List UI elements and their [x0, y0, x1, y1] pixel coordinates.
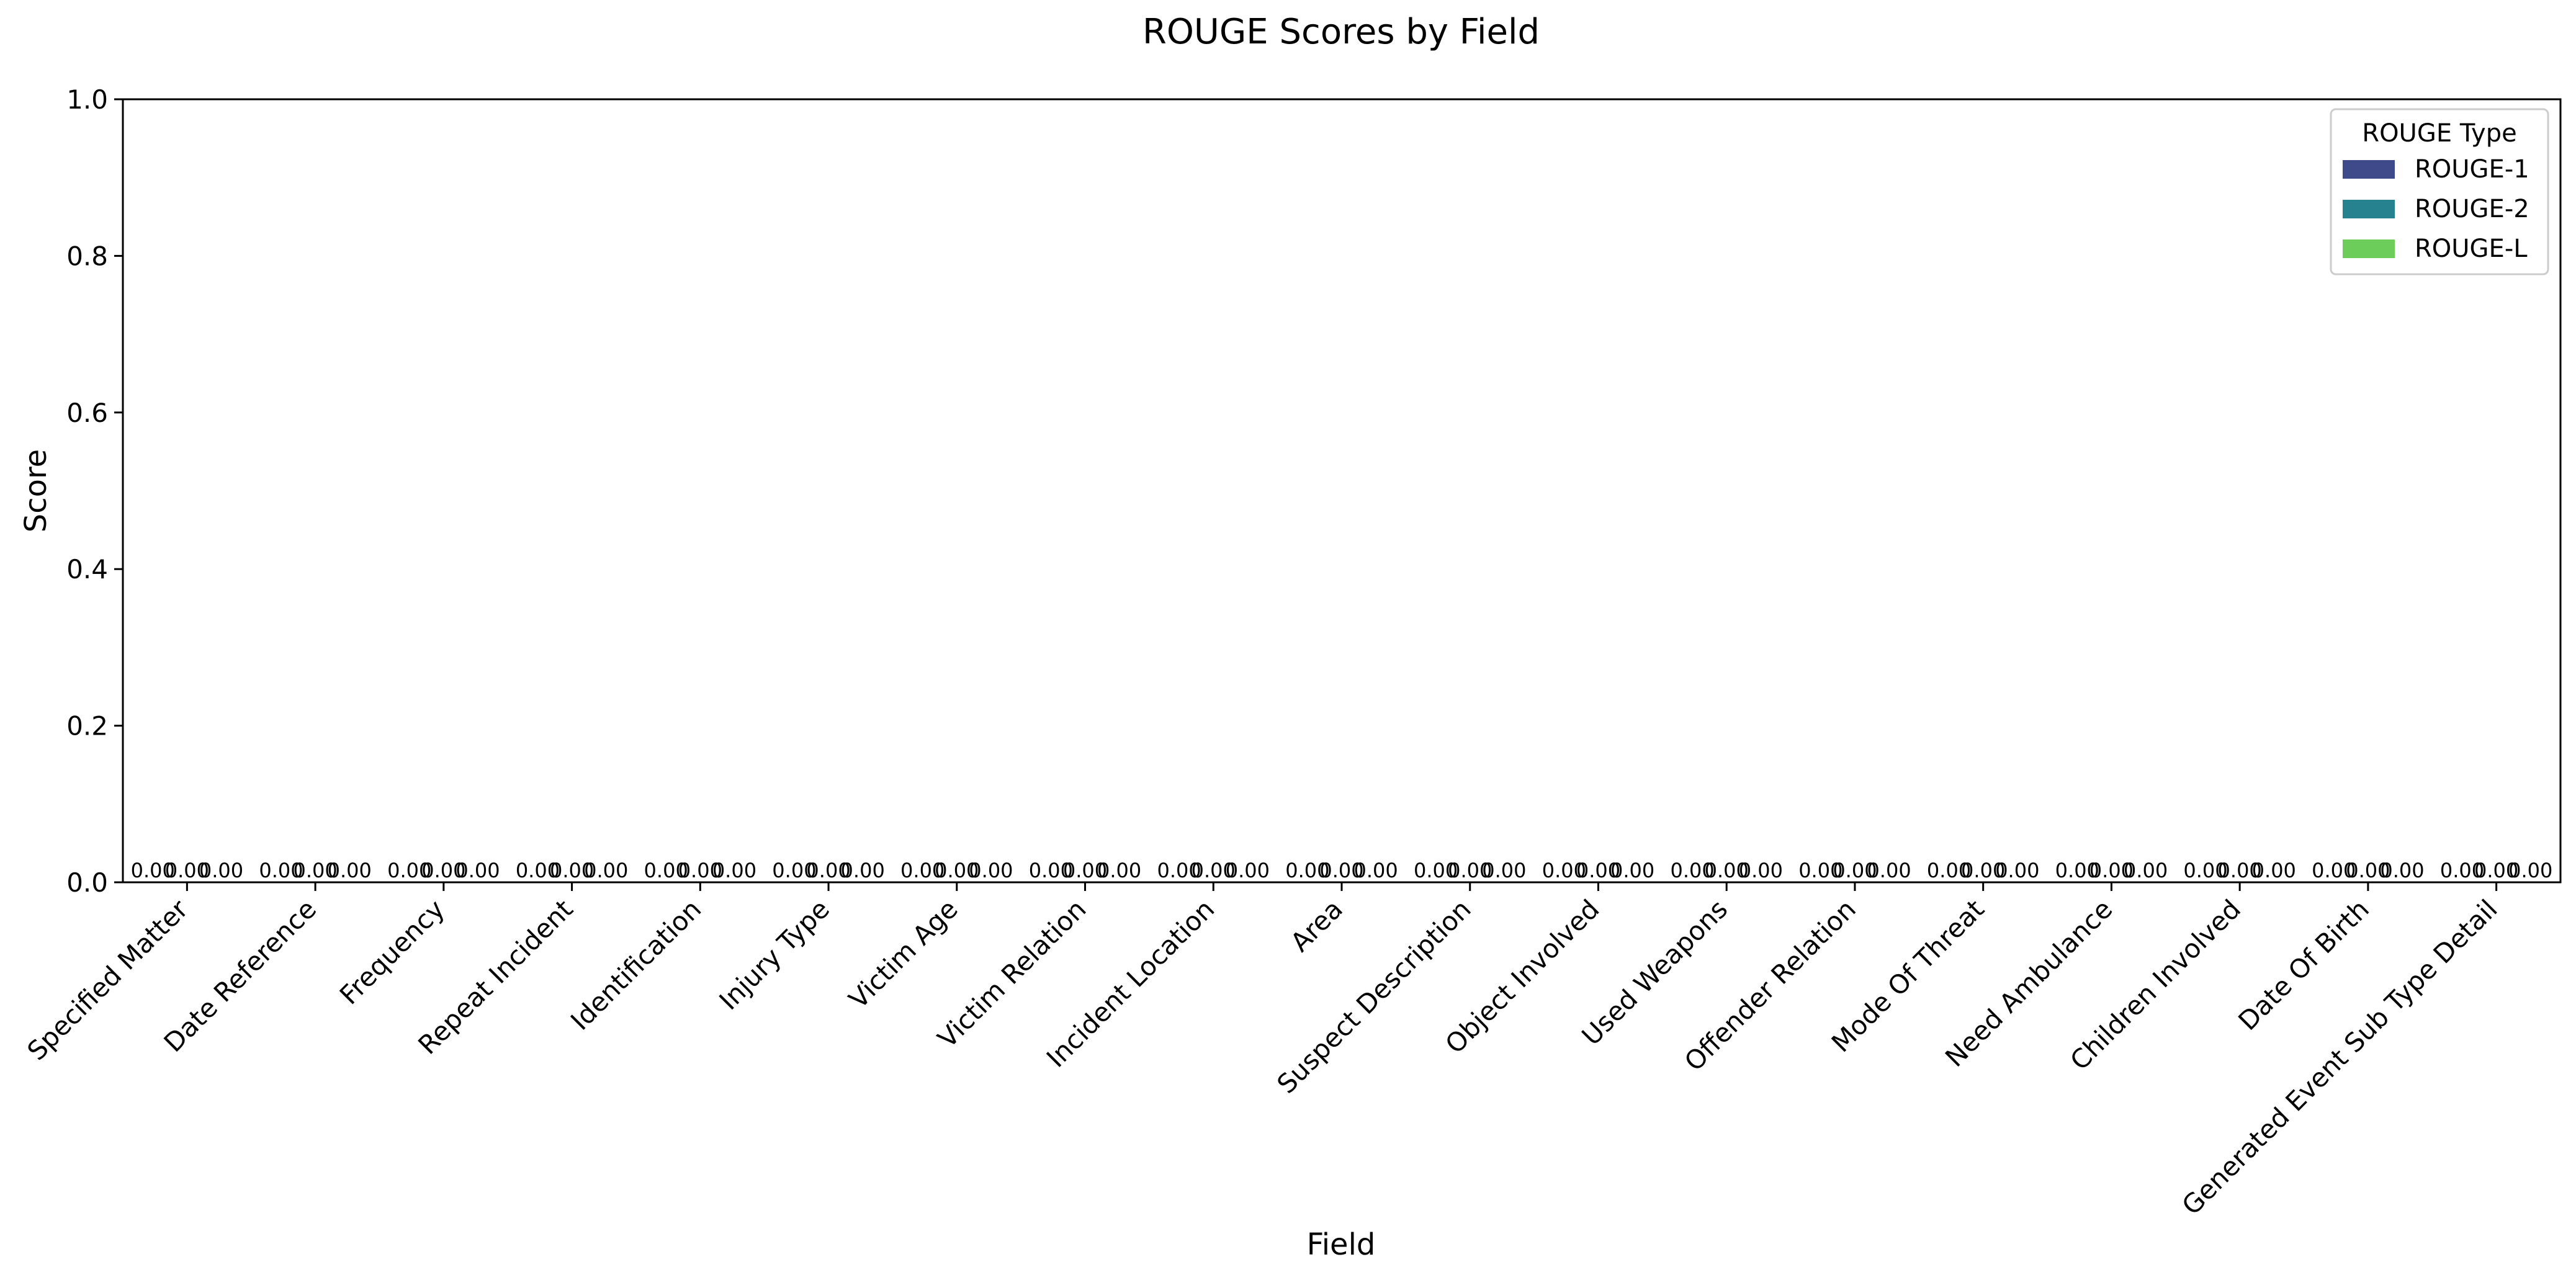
legend-swatch — [2343, 160, 2395, 179]
data-label: 0.00 — [1961, 859, 2005, 882]
data-label: 0.00 — [1226, 859, 1270, 882]
data-label: 0.00 — [165, 859, 209, 882]
data-label: 0.00 — [1192, 859, 1236, 882]
data-label: 0.00 — [1610, 859, 1654, 882]
data-label: 0.00 — [1927, 859, 1971, 882]
data-label: 0.00 — [1414, 859, 1458, 882]
data-label: 0.00 — [2440, 859, 2484, 882]
x-tick-label: Victim Age — [843, 893, 964, 1014]
data-label: 0.00 — [1319, 859, 1363, 882]
data-label: 0.00 — [1995, 859, 2039, 882]
data-label: 0.00 — [259, 859, 303, 882]
data-label: 0.00 — [1833, 859, 1877, 882]
x-tick-label: Frequency — [334, 893, 451, 1010]
data-label: 0.00 — [644, 859, 688, 882]
y-tick-label: 0.4 — [66, 554, 108, 584]
data-label: 0.00 — [199, 859, 243, 882]
legend-label: ROUGE-1 — [2415, 155, 2529, 184]
legend-label: ROUGE-L — [2415, 235, 2528, 263]
data-label: 0.00 — [900, 859, 945, 882]
y-tick-label: 0.2 — [66, 711, 108, 741]
data-label: 0.00 — [935, 859, 979, 882]
data-label: 0.00 — [1798, 859, 1842, 882]
data-label: 0.00 — [2124, 859, 2168, 882]
data-label: 0.00 — [421, 859, 465, 882]
data-label: 0.00 — [2312, 859, 2356, 882]
data-label: 0.00 — [2218, 859, 2262, 882]
data-label: 0.00 — [2252, 859, 2296, 882]
data-label: 0.00 — [2474, 859, 2518, 882]
y-tick-label: 0.6 — [66, 398, 108, 428]
x-tick-label: Identification — [565, 893, 707, 1036]
data-label: 0.00 — [1867, 859, 1911, 882]
data-label: 0.00 — [712, 859, 756, 882]
data-label: 0.00 — [1670, 859, 1714, 882]
legend-frame — [2330, 108, 2549, 275]
data-label: 0.00 — [584, 859, 628, 882]
data-label: 0.00 — [969, 859, 1013, 882]
plot-area: 0.00 0.00 0.00 0.00 0.00 0.00 0.00 0.00 0.00 0.00… — [122, 98, 2562, 884]
data-label: 0.00 — [772, 859, 816, 882]
data-label: 0.00 — [516, 859, 560, 882]
data-label: 0.00 — [387, 859, 431, 882]
data-label: 0.00 — [2089, 859, 2134, 882]
y-tick-label: 0.8 — [66, 241, 108, 271]
y-tick-label: 1.0 — [66, 84, 108, 115]
data-label: 0.00 — [2508, 859, 2552, 882]
y-axis-label: Score — [19, 449, 53, 532]
x-tick-label: Area — [1285, 893, 1349, 957]
data-labels-group: 0.00 0.00 0.00 0.00 0.00 0.00 0.00 0.00 0.00 0.00… — [131, 859, 2553, 882]
data-label: 0.00 — [1739, 859, 1783, 882]
data-label: 0.00 — [293, 859, 337, 882]
data-label: 0.00 — [1354, 859, 1398, 882]
data-label: 0.00 — [1063, 859, 1107, 882]
legend-title: ROUGE Type — [2362, 119, 2516, 148]
x-axis-label: Field — [1307, 1227, 1376, 1262]
y-axis: 0.0 0.2 0.4 0.6 0.8 1.0 — [66, 84, 123, 898]
legend-swatch — [2343, 239, 2395, 258]
x-tick-label: Date Of Birth — [2232, 893, 2375, 1036]
data-label: 0.00 — [2055, 859, 2099, 882]
data-label: 0.00 — [328, 859, 372, 882]
data-label: 0.00 — [2183, 859, 2227, 882]
data-label: 0.00 — [841, 859, 885, 882]
legend-items: ROUGE-1 ROUGE-2 ROUGE-L — [2343, 155, 2529, 263]
plot-frame — [122, 98, 2562, 884]
data-label: 0.00 — [2380, 859, 2424, 882]
chart-title: ROUGE Scores by Field — [1142, 12, 1540, 52]
y-tick-label: 0.0 — [66, 867, 108, 898]
data-label: 0.00 — [1029, 859, 1073, 882]
data-label: 0.00 — [1705, 859, 1749, 882]
data-label: 0.00 — [550, 859, 594, 882]
data-label: 0.00 — [456, 859, 500, 882]
data-label: 0.00 — [1542, 859, 1586, 882]
data-label: 0.00 — [1285, 859, 1329, 882]
data-label: 0.00 — [806, 859, 850, 882]
legend: ROUGE Type ROUGE-1 ROUGE-2 ROUGE-L — [2330, 108, 2549, 275]
x-tick-label: Injury Type — [713, 893, 835, 1016]
data-label: 0.00 — [1448, 859, 1492, 882]
data-label: 0.00 — [678, 859, 722, 882]
legend-label: ROUGE-2 — [2415, 195, 2529, 223]
data-label: 0.00 — [2346, 859, 2390, 882]
data-label: 0.00 — [131, 859, 175, 882]
legend-swatch — [2343, 200, 2395, 218]
data-label: 0.00 — [1482, 859, 1526, 882]
data-label: 0.00 — [1576, 859, 1620, 882]
data-label: 0.00 — [1097, 859, 1141, 882]
data-label: 0.00 — [1157, 859, 1201, 882]
